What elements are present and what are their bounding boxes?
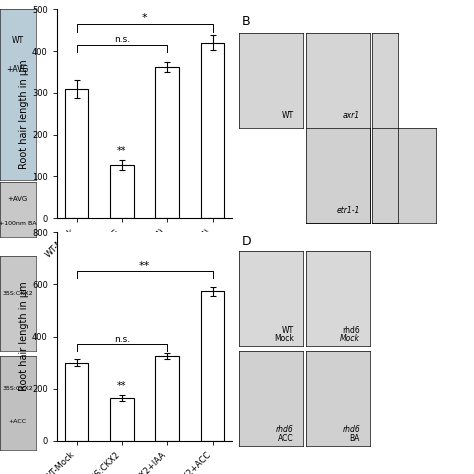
Text: WT: WT: [282, 111, 294, 120]
Text: ACC: ACC: [278, 434, 294, 443]
Bar: [110, 398, 134, 441]
Text: +AVG: +AVG: [8, 196, 28, 202]
Text: BA: BA: [350, 434, 360, 443]
Bar: [65, 89, 89, 218]
Text: +ACC: +ACC: [9, 419, 27, 424]
Text: **: **: [139, 261, 150, 271]
Y-axis label: Root hair length in μm: Root hair length in μm: [19, 59, 29, 169]
Text: +AVG: +AVG: [7, 65, 29, 73]
Text: **: **: [117, 381, 127, 391]
Bar: [201, 43, 224, 218]
Y-axis label: Root hair length in μm: Root hair length in μm: [19, 282, 29, 392]
Text: B: B: [242, 15, 250, 28]
Text: **: **: [117, 146, 127, 156]
Bar: [155, 67, 179, 218]
Text: n.s.: n.s.: [114, 335, 130, 344]
Text: rhd6: rhd6: [276, 425, 294, 434]
Text: WT: WT: [12, 36, 24, 45]
Text: WT: WT: [282, 326, 294, 335]
Text: axr1: axr1: [343, 111, 360, 120]
Text: n.s.: n.s.: [114, 35, 130, 44]
Bar: [155, 356, 179, 441]
Text: *: *: [142, 13, 147, 23]
Text: etr1-1: etr1-1: [337, 206, 360, 215]
Text: +100nm BA: +100nm BA: [0, 221, 36, 226]
Text: 35S:CKX2: 35S:CKX2: [2, 386, 33, 391]
Text: rhd6: rhd6: [342, 326, 360, 335]
Text: etr1-1: etr1-1: [337, 206, 360, 215]
Text: rhd6: rhd6: [342, 425, 360, 434]
Bar: [110, 164, 134, 218]
Bar: [201, 292, 224, 441]
Text: 35S:CKX2: 35S:CKX2: [2, 292, 33, 296]
Text: D: D: [242, 235, 251, 248]
Text: Mock: Mock: [274, 334, 294, 343]
Bar: [65, 363, 89, 441]
Text: Mock: Mock: [340, 334, 360, 343]
